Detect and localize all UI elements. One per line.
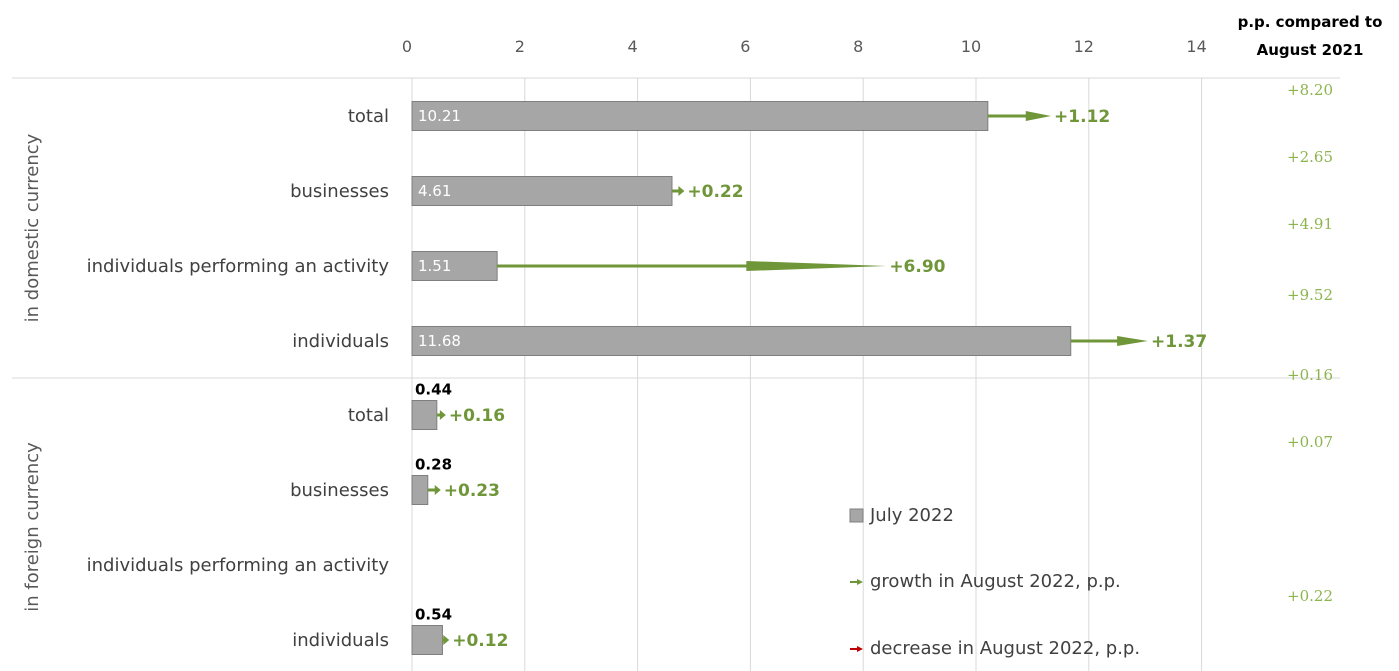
change-arrow-head — [678, 186, 685, 196]
category-label: individuals performing an activity — [87, 555, 390, 576]
change-label: +0.23 — [444, 481, 500, 501]
category-label: businesses — [290, 480, 389, 501]
legend-arrow-head — [857, 579, 863, 585]
category-label: total — [348, 106, 389, 127]
x-tick-label: 6 — [740, 37, 750, 56]
group-label: in domestic currency — [22, 133, 43, 322]
legend-label: July 2022 — [869, 505, 954, 526]
bar-value-label: 1.51 — [418, 257, 451, 275]
change-arrow-head — [746, 261, 887, 271]
legend-label: growth in August 2022, p.p. — [870, 571, 1121, 592]
change-label: +1.37 — [1151, 332, 1207, 352]
change-arrow-head — [439, 410, 446, 420]
change-label: +0.12 — [452, 631, 508, 651]
side-value: +4.91 — [1287, 215, 1333, 233]
change-arrow-head — [1117, 336, 1149, 346]
group-label: in foreign currency — [22, 442, 43, 612]
category-label: individuals — [292, 331, 389, 352]
bar — [411, 101, 989, 131]
side-value: +9.52 — [1287, 286, 1333, 304]
change-arrow-head — [434, 485, 441, 495]
side-value: +0.07 — [1287, 433, 1333, 451]
legend-label: decrease in August 2022, p.p. — [870, 638, 1140, 659]
change-label: +0.22 — [687, 182, 743, 202]
change-label: +6.90 — [889, 257, 945, 277]
change-label: +0.16 — [449, 406, 505, 426]
bar — [411, 400, 438, 430]
bar-value-label: 10.21 — [418, 107, 461, 125]
legend-swatch — [849, 508, 864, 523]
x-tick-label: 4 — [628, 37, 638, 56]
bar-value-label: 11.68 — [418, 332, 461, 350]
bar-value-label: 0.54 — [415, 606, 452, 624]
side-header: August 2021 — [1257, 41, 1364, 59]
category-label: individuals performing an activity — [87, 256, 390, 277]
category-label: total — [348, 405, 389, 426]
bar — [411, 176, 673, 206]
bar — [411, 326, 1072, 356]
change-arrow-head — [443, 635, 450, 645]
change-label: +1.12 — [1054, 107, 1110, 127]
bar — [411, 251, 498, 281]
side-value: +0.16 — [1287, 366, 1333, 384]
side-value: +2.65 — [1287, 148, 1333, 166]
legend-arrow-head — [857, 646, 863, 652]
x-tick-label: 2 — [515, 37, 525, 56]
category-label: businesses — [290, 181, 389, 202]
bar-value-label: 4.61 — [418, 182, 451, 200]
bar — [411, 625, 443, 655]
x-tick-label: 8 — [853, 37, 863, 56]
category-label: individuals — [292, 630, 389, 651]
x-tick-label: 14 — [1186, 37, 1206, 56]
side-value: +8.20 — [1287, 81, 1333, 99]
side-header: p.p. compared to — [1238, 13, 1383, 31]
side-value: +0.22 — [1287, 587, 1333, 605]
bar-value-label: 0.28 — [415, 456, 452, 474]
change-arrow-head — [1025, 111, 1052, 121]
x-tick-label: 10 — [961, 37, 981, 56]
bar — [411, 475, 429, 505]
bar-value-label: 0.44 — [415, 381, 452, 399]
x-tick-label: 12 — [1074, 37, 1094, 56]
x-tick-label: 0 — [402, 37, 412, 56]
